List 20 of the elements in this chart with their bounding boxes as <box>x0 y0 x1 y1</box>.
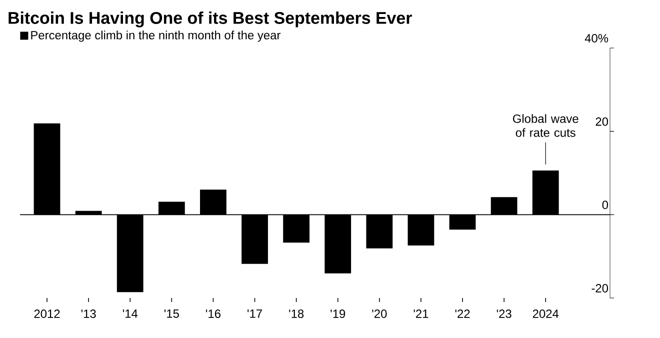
y-tick-label: 40% <box>584 34 608 42</box>
x-tick-label: '14 <box>122 310 138 318</box>
x-tick-label: '17 <box>248 310 262 318</box>
x-tick-label: '22 <box>455 310 470 318</box>
x-tick-label: '13 <box>81 310 96 318</box>
x-tick-label: 2024 <box>532 310 559 318</box>
legend-label: Percentage climb in the ninth month of the year <box>31 30 280 42</box>
x-tick-label: '21 <box>414 310 428 318</box>
annotation: Global wave of rate cuts <box>512 114 578 137</box>
x-tick-label: 2012 <box>34 310 60 318</box>
x-tick-label: '19 <box>330 310 346 318</box>
x-tick-label: '20 <box>372 310 387 318</box>
chart-title: Bitcoin Is Having One of its Best Septembers Ever <box>8 12 412 28</box>
x-tick-label: '18 <box>289 310 304 318</box>
x-tick-label: '16 <box>206 310 220 318</box>
x-tick-label: '23 <box>496 310 512 318</box>
y-tick-label: 20 <box>596 117 608 126</box>
x-tick-label: '15 <box>164 310 179 318</box>
y-tick-label: -20 <box>592 284 608 292</box>
y-tick-label: 0 <box>602 200 608 210</box>
